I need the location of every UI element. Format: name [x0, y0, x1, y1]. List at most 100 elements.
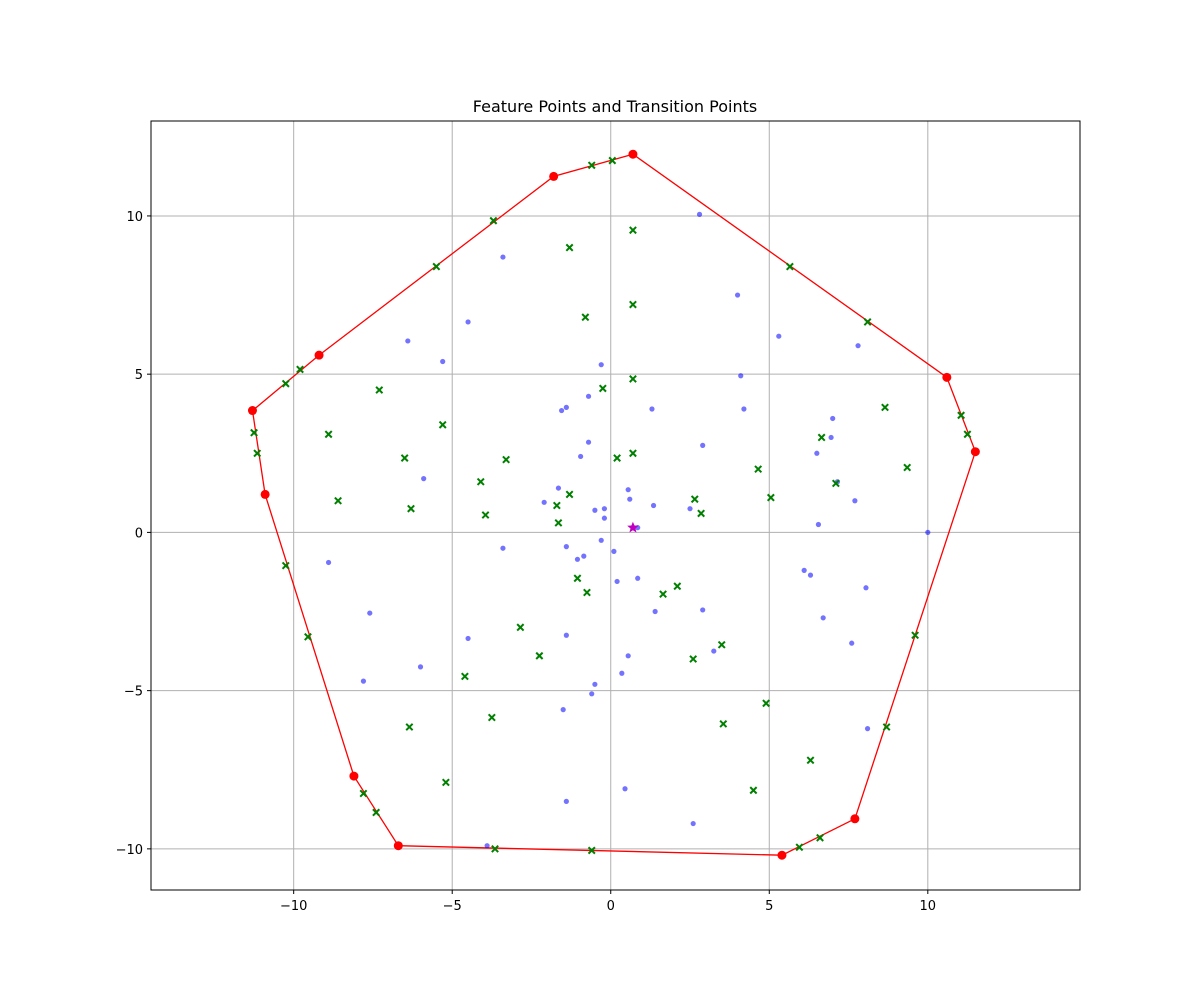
- transition-point: [304, 632, 312, 641]
- feature-point: [700, 442, 706, 448]
- transition-point: [432, 262, 441, 271]
- feature-point: [592, 681, 598, 687]
- transition-point: [334, 496, 342, 505]
- transition-point: [554, 518, 563, 527]
- transition-point: [717, 640, 726, 649]
- feature-point: [776, 333, 782, 339]
- transition-point: [817, 433, 826, 442]
- plot-area-frame: [150, 120, 1081, 891]
- feature-point: [741, 406, 747, 412]
- y-tick-label: −10: [116, 843, 143, 858]
- feature-point: [325, 559, 332, 566]
- feature-point: [578, 453, 584, 460]
- feature-point: [849, 640, 855, 646]
- feature-point: [649, 406, 655, 412]
- hull-vertex: [942, 372, 952, 382]
- feature-point: [830, 415, 836, 422]
- feature-point: [421, 476, 427, 482]
- feature-point: [625, 653, 631, 659]
- transition-point: [375, 386, 384, 394]
- feature-point: [690, 820, 696, 827]
- feature-point: [619, 670, 625, 676]
- feature-point: [500, 254, 506, 260]
- transition-point: [785, 262, 794, 271]
- feature-point: [592, 507, 598, 513]
- feature-point: [852, 498, 858, 504]
- transition-point: [629, 449, 637, 458]
- transition-point: [719, 719, 728, 728]
- y-tick-label: −5: [124, 685, 143, 700]
- feature-point: [650, 502, 657, 509]
- transition-point: [535, 651, 544, 660]
- transition-point: [372, 808, 381, 817]
- hull-vertex: [549, 171, 559, 181]
- transition-point: [806, 756, 815, 765]
- feature-point: [563, 632, 569, 638]
- feature-point: [574, 556, 581, 562]
- feature-point: [622, 786, 628, 792]
- feature-point: [367, 610, 373, 616]
- y-tick-label: 5: [135, 368, 143, 383]
- feature-point: [925, 529, 931, 535]
- hull-vertex: [970, 447, 980, 457]
- feature-point: [500, 545, 506, 551]
- transition-point: [816, 833, 824, 842]
- feature-point: [614, 578, 620, 585]
- transition-point: [552, 501, 561, 510]
- feature-point: [863, 585, 869, 591]
- feature-point: [601, 506, 608, 512]
- transition-point: [573, 574, 582, 583]
- transition-point: [762, 699, 771, 708]
- feature-point: [734, 292, 741, 298]
- feature-point: [601, 515, 608, 521]
- feature-point: [563, 404, 569, 410]
- transition-points-series: [250, 156, 972, 855]
- transition-point: [882, 723, 891, 731]
- y-tick-label: 10: [126, 210, 143, 225]
- x-tick-label: −10: [280, 899, 307, 914]
- x-axis: −10 −5 0 5 10: [280, 890, 936, 914]
- feature-point: [560, 707, 566, 713]
- transition-point: [587, 846, 596, 855]
- feature-point: [828, 434, 834, 441]
- feature-point: [405, 338, 411, 344]
- feature-point: [625, 487, 631, 493]
- transition-point: [281, 561, 290, 570]
- transition-point: [405, 723, 414, 731]
- hull-vertex: [850, 814, 860, 824]
- transition-point: [673, 582, 682, 591]
- feature-point: [627, 496, 633, 502]
- transition-point: [487, 713, 496, 722]
- transition-point: [911, 631, 920, 640]
- feature-point: [801, 567, 807, 573]
- hull-polygon: [247, 149, 980, 860]
- transition-point: [253, 449, 262, 458]
- feature-point: [555, 485, 562, 491]
- centroid-series: [627, 521, 639, 533]
- transition-point: [359, 789, 368, 798]
- transition-point: [324, 430, 333, 439]
- feature-point: [558, 407, 565, 414]
- feature-point: [465, 319, 471, 325]
- transition-point: [690, 495, 699, 504]
- transition-point: [795, 843, 804, 852]
- feature-point: [589, 691, 595, 697]
- transition-point: [583, 588, 591, 597]
- transition-point: [903, 463, 912, 472]
- transition-point: [481, 511, 490, 519]
- feature-point: [814, 450, 820, 456]
- feature-point: [417, 664, 424, 670]
- hull-line: [251, 153, 977, 856]
- feature-point: [440, 358, 446, 365]
- transition-point: [516, 623, 525, 632]
- transition-point: [489, 216, 498, 225]
- transition-point: [441, 778, 450, 787]
- feature-point: [581, 553, 587, 559]
- feature-point: [815, 521, 822, 528]
- feature-point: [711, 648, 717, 654]
- feature-points-series: [325, 211, 931, 849]
- transition-point: [281, 379, 290, 388]
- transition-point: [502, 455, 511, 464]
- transition-point: [629, 226, 637, 235]
